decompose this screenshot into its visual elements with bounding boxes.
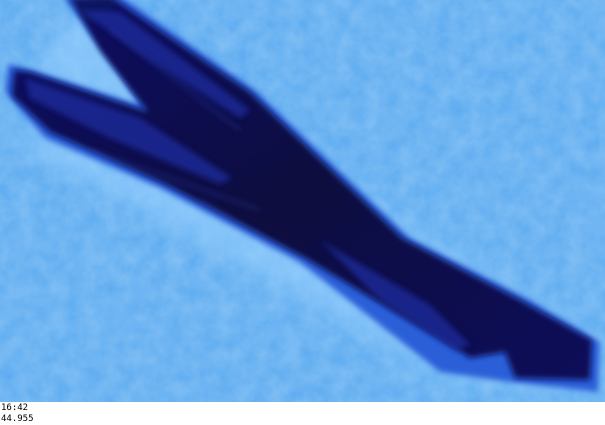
crystal-highlights	[25, 10, 470, 350]
caption-bar: 16:42 44.955	[0, 402, 605, 425]
crystal-image-icon	[0, 0, 605, 402]
microscope-image	[0, 0, 605, 402]
measurement-value: 44.955	[1, 414, 34, 424]
crystal-body	[12, 0, 592, 380]
crystal-streaks	[89, 29, 351, 291]
timestamp-label: 16:42	[1, 403, 29, 413]
